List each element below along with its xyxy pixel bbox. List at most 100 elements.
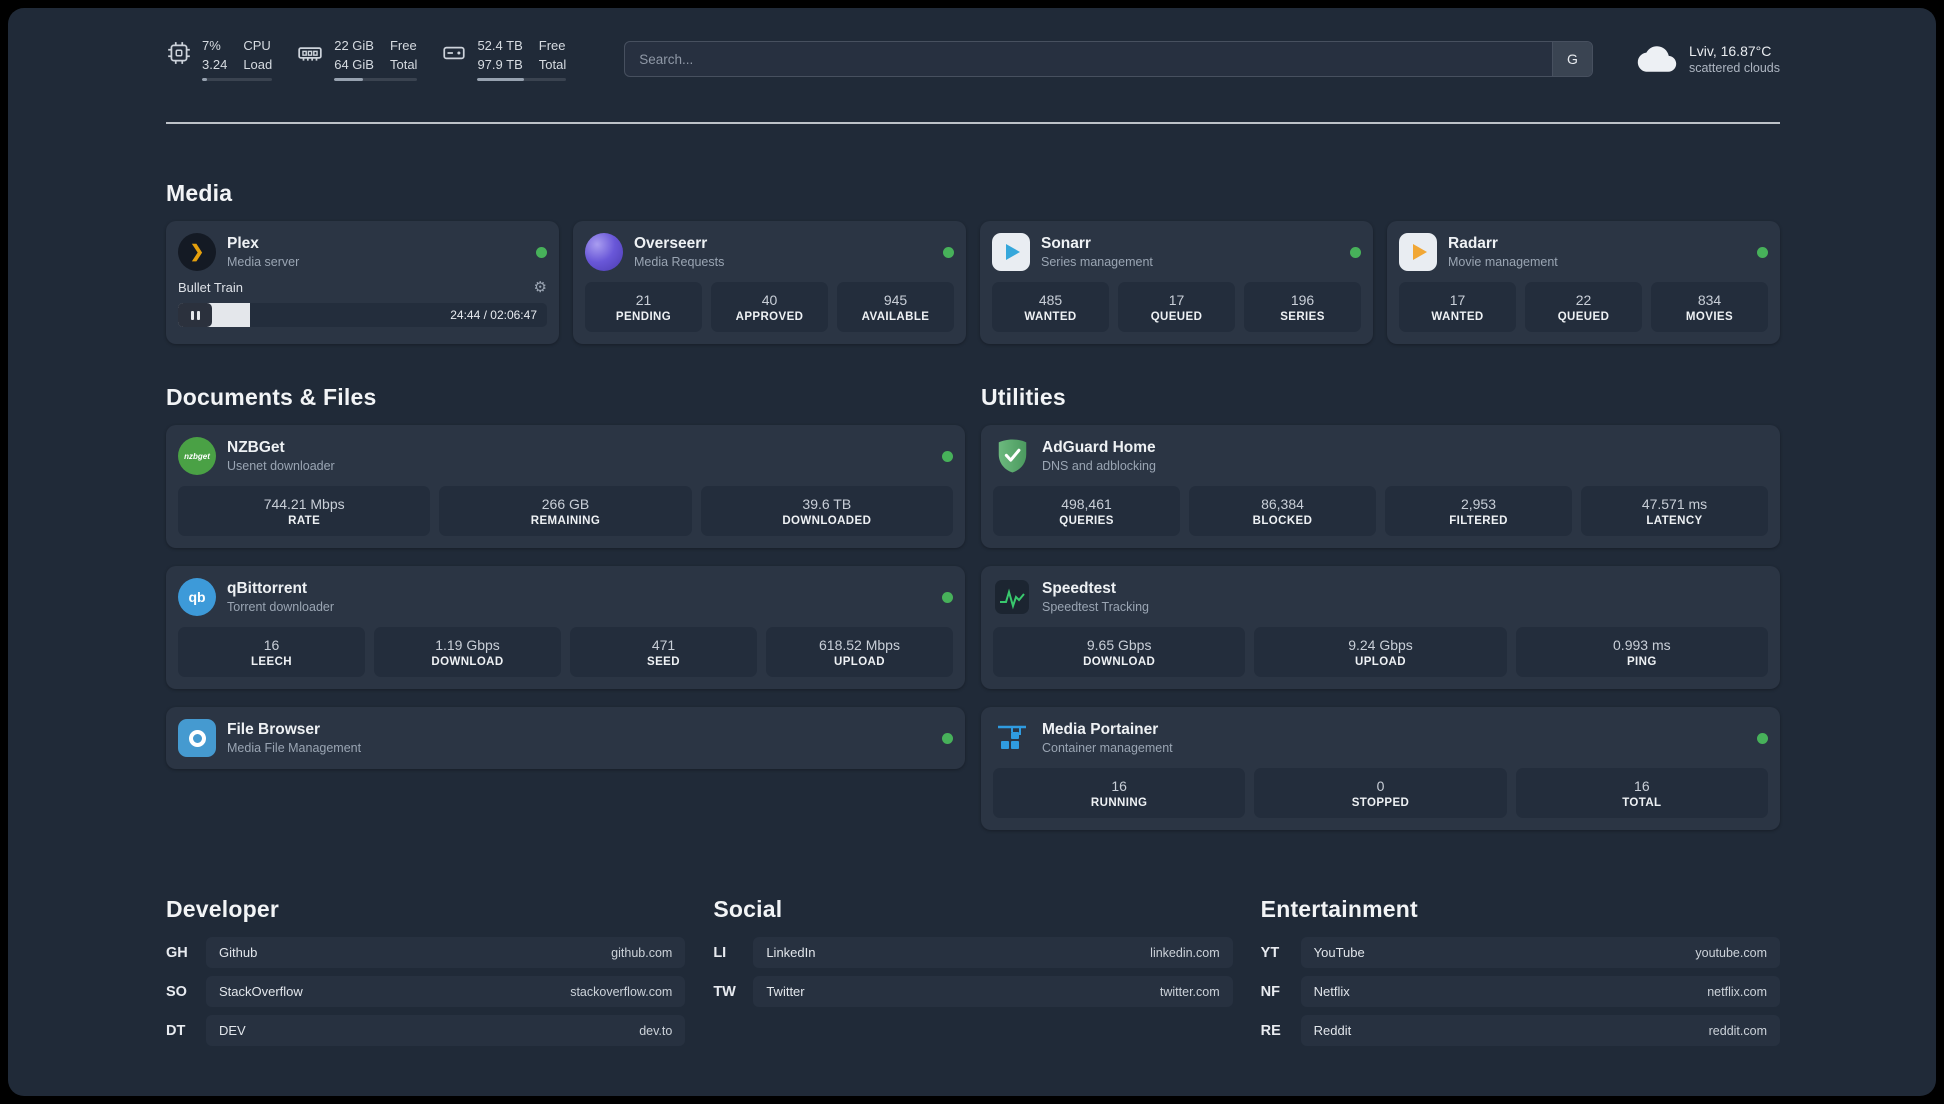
disk-icon	[443, 47, 466, 60]
bookmark-link[interactable]: DEV dev.to	[206, 1015, 686, 1046]
search-input[interactable]	[625, 42, 1552, 76]
ram-usage-bar	[334, 77, 418, 81]
adguard-shield-icon	[993, 437, 1031, 475]
bookmark-link[interactable]: Reddit reddit.com	[1300, 1015, 1780, 1046]
app-name: Plex	[227, 235, 259, 252]
bookmark-abbr: SO	[166, 983, 187, 1000]
ram-icon	[298, 47, 322, 61]
section-title-documents: Documents & Files	[166, 384, 377, 410]
sonarr-card[interactable]: Sonarr Series management 485 WANTED 17 Q…	[980, 221, 1373, 344]
stat-stopped: 0 STOPPED	[1254, 768, 1507, 818]
disk-free-label: Free	[538, 38, 566, 54]
nzbget-icon: nzbget	[178, 437, 216, 475]
status-dot	[943, 246, 954, 258]
stat-available: 945 AVAILABLE	[837, 282, 954, 332]
stat-approved: 40 APPROVED	[711, 282, 828, 332]
filebrowser-icon	[178, 719, 216, 757]
bookmark-group-title: Developer	[166, 896, 280, 922]
bookmark-abbr: LI	[713, 944, 727, 961]
speedtest-icon	[993, 578, 1031, 616]
status-dot	[942, 450, 953, 462]
status-dot	[1757, 732, 1768, 744]
portainer-icon	[993, 719, 1031, 757]
app-name: Media Portainer	[1042, 721, 1159, 738]
bookmark-link[interactable]: Twitter twitter.com	[753, 976, 1233, 1007]
bookmarks: Developer GH Github github.com SO StackO…	[166, 896, 1780, 1046]
stat-latency: 47.571 ms LATENCY	[1581, 486, 1768, 536]
bookmark-group-title: Social	[713, 896, 783, 922]
bookmark-link[interactable]: LinkedIn linkedin.com	[753, 937, 1233, 968]
qbittorrent-card[interactable]: qb qBittorrent Torrent downloader 16 LEE…	[166, 566, 965, 689]
app-description: Media server	[227, 255, 300, 269]
now-playing-title: Bullet Train	[178, 280, 244, 295]
topbar: 7% 3.24 CPU Load	[166, 37, 1780, 81]
stat-rate: 744.21 Mbps RATE	[178, 486, 431, 536]
bookmark-abbr: RE	[1260, 1022, 1281, 1039]
bookmark-abbr: GH	[166, 944, 188, 961]
bookmark-group-title: Entertainment	[1260, 896, 1418, 922]
cpu-load-value: 3.24	[202, 56, 228, 72]
disk-total-label: Total	[538, 56, 567, 72]
bookmark-github: GH Github github.com	[166, 937, 686, 968]
cpu-usage-bar	[202, 77, 273, 81]
portainer-card[interactable]: Media Portainer Container management 16 …	[981, 707, 1780, 830]
disk-free-value: 52.4 TB	[477, 38, 523, 54]
stat-total: 16 TOTAL	[1515, 768, 1768, 818]
section-title-media: Media	[166, 180, 233, 206]
stat-upload: 9.24 Gbps UPLOAD	[1254, 627, 1507, 677]
bookmark-abbr: NF	[1260, 983, 1280, 1000]
bookmark-reddit: RE Reddit reddit.com	[1261, 1015, 1780, 1046]
bookmark-link[interactable]: Netflix netflix.com	[1300, 976, 1780, 1007]
app-name: qBittorrent	[227, 580, 308, 597]
weather-widget: Lviv, 16.87°C scattered clouds	[1637, 43, 1780, 75]
pause-button[interactable]	[178, 303, 212, 327]
stat-running: 16 RUNNING	[993, 768, 1246, 818]
cpu-label: CPU	[243, 38, 271, 54]
nzbget-card[interactable]: nzbget NZBGet Usenet downloader 744.21 M…	[166, 425, 965, 548]
bookmark-group-entertainment: Entertainment YT YouTube youtube.com NF …	[1261, 896, 1780, 1046]
cloud-icon	[1637, 46, 1677, 72]
overseerr-card[interactable]: Overseerr Media Requests 21 PENDING 40 A…	[573, 221, 966, 344]
adguard-card[interactable]: AdGuard Home DNS and adblocking 498,461 …	[981, 425, 1780, 548]
stat-seed: 471 SEED	[570, 627, 757, 677]
bookmark-link[interactable]: YouTube youtube.com	[1300, 937, 1780, 968]
ram-total-label: Total	[389, 56, 418, 72]
playback-time: 24:44 / 02:06:47	[450, 308, 537, 322]
bookmark-group-social: Social LI LinkedIn linkedin.com TW Twitt…	[713, 896, 1233, 1046]
speedtest-card[interactable]: Speedtest Speedtest Tracking 9.65 Gbps D…	[981, 566, 1780, 689]
bookmark-link[interactable]: Github github.com	[206, 937, 686, 968]
search-engine-button[interactable]: G	[1551, 42, 1592, 76]
stat-wanted: 17 WANTED	[1399, 282, 1516, 332]
stat-queued: 22 QUEUED	[1525, 282, 1642, 332]
stat-filtered: 2,953 FILTERED	[1385, 486, 1572, 536]
bookmark-link[interactable]: StackOverflow stackoverflow.com	[206, 976, 686, 1007]
settings-gear-icon[interactable]: ⚙	[533, 279, 547, 296]
stat-leech: 16 LEECH	[178, 627, 365, 677]
documents-section: Documents & Files nzbget NZBGet Usenet d…	[166, 384, 965, 830]
plex-card[interactable]: ❯ Plex Media server Bullet Train ⚙ 24:44…	[166, 221, 559, 344]
section-title-utilities: Utilities	[981, 384, 1066, 410]
bookmark-abbr: DT	[166, 1022, 186, 1039]
cpu-icon	[168, 42, 190, 65]
app-description: Media File Management	[227, 741, 362, 755]
bookmark-abbr: TW	[713, 983, 736, 1000]
topbar-divider	[166, 122, 1780, 124]
app-description: Torrent downloader	[227, 600, 335, 614]
filebrowser-card[interactable]: File Browser Media File Management	[166, 707, 965, 769]
app-name: NZBGet	[227, 439, 285, 456]
plex-icon: ❯	[178, 233, 216, 271]
disk-widget: 52.4 TB 97.9 TB Free Total	[441, 37, 567, 81]
overseerr-icon	[585, 233, 623, 271]
radarr-card[interactable]: Radarr Movie management 17 WANTED 22 QUE…	[1387, 221, 1780, 344]
weather-location: Lviv, 16.87°C	[1688, 43, 1772, 59]
bookmark-netflix: NF Netflix netflix.com	[1261, 976, 1780, 1007]
playback-progress-bar[interactable]: 24:44 / 02:06:47	[178, 303, 547, 327]
cpu-usage-value: 7%	[202, 38, 221, 54]
cpu-load-label: Load	[243, 56, 273, 72]
app-description: Movie management	[1448, 255, 1558, 269]
app-description: Media Requests	[634, 255, 725, 269]
stat-pending: 21 PENDING	[585, 282, 702, 332]
bookmark-abbr: YT	[1260, 944, 1280, 961]
app-name: Radarr	[1448, 235, 1498, 252]
status-dot	[1757, 246, 1768, 258]
